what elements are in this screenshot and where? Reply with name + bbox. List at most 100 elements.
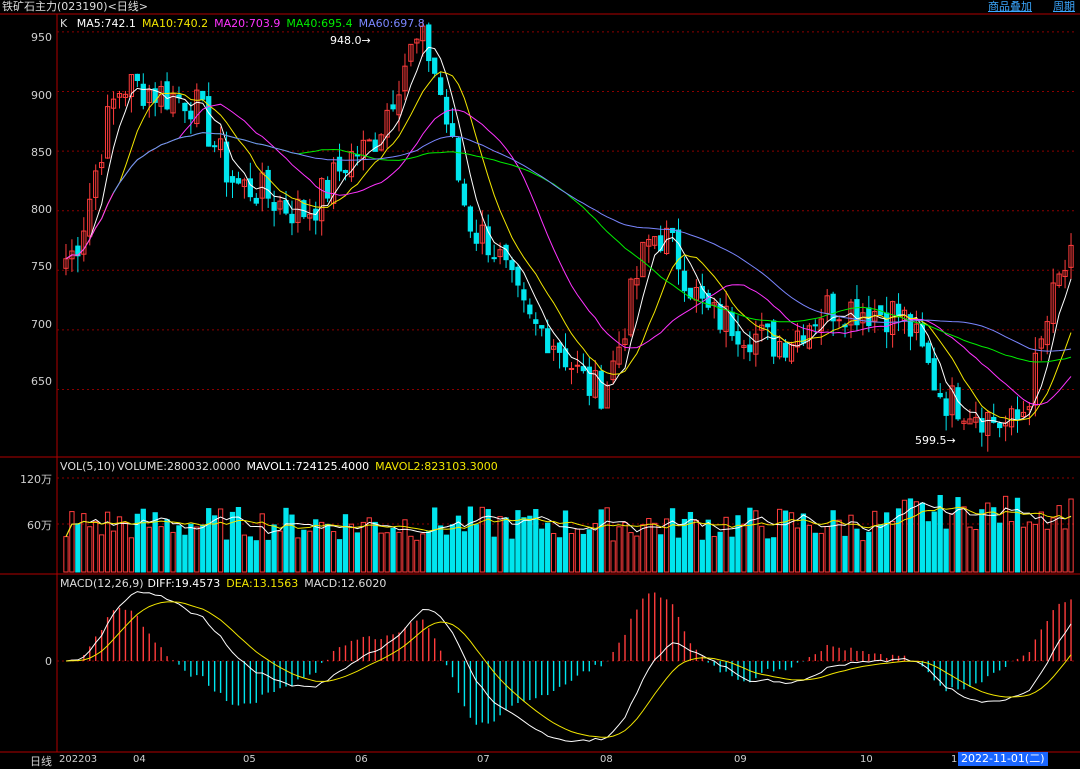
volume-bar bbox=[895, 508, 902, 573]
candle-body bbox=[473, 232, 479, 244]
candle-body bbox=[616, 346, 622, 365]
volume-bar bbox=[997, 522, 1003, 573]
price-tick-900: 900 bbox=[31, 89, 52, 102]
candle-body bbox=[747, 344, 753, 353]
candle-body bbox=[735, 331, 741, 345]
volume-bar bbox=[182, 534, 188, 573]
candle-body bbox=[503, 244, 509, 261]
candle-body bbox=[818, 318, 824, 332]
low-marker: 599.5→ bbox=[915, 434, 956, 447]
high-marker: 948.0→ bbox=[330, 34, 371, 47]
volume-bar bbox=[562, 510, 569, 573]
volume-bar bbox=[545, 522, 551, 573]
candle-body bbox=[937, 392, 943, 398]
volume-bar bbox=[164, 519, 170, 573]
volume-bar bbox=[396, 531, 402, 573]
ma10-label: MA10:740.2 bbox=[141, 17, 209, 30]
volume-bar bbox=[63, 536, 69, 573]
volume-bar bbox=[687, 511, 694, 573]
volume-bar bbox=[217, 508, 224, 573]
volume-bar bbox=[128, 537, 135, 573]
candle-body bbox=[140, 83, 146, 106]
candle-body bbox=[289, 213, 295, 224]
candle-body bbox=[247, 178, 253, 198]
candle-body bbox=[765, 323, 771, 328]
candle-body bbox=[675, 229, 682, 270]
volume-bar bbox=[985, 502, 991, 573]
candle-body bbox=[271, 202, 277, 211]
candle-body bbox=[63, 258, 69, 269]
price-tick-800: 800 bbox=[31, 203, 52, 216]
volume-bar bbox=[652, 522, 658, 573]
x-label-05: 05 bbox=[243, 754, 256, 765]
candle-body bbox=[467, 206, 474, 232]
candle-body bbox=[985, 411, 991, 436]
candle-body bbox=[170, 93, 176, 114]
volume-bar bbox=[473, 524, 479, 573]
candle-body bbox=[396, 94, 402, 116]
volume-bar bbox=[658, 534, 664, 573]
volume-bar bbox=[503, 517, 509, 573]
volume-bar bbox=[247, 536, 253, 573]
volume-bar bbox=[901, 499, 908, 573]
volume-bar bbox=[800, 513, 807, 573]
candle-body bbox=[319, 178, 325, 222]
volume-bar bbox=[907, 498, 914, 573]
volume-bar bbox=[919, 502, 925, 573]
period-link[interactable]: 周期 bbox=[1053, 0, 1075, 13]
candle-body bbox=[705, 292, 711, 308]
volume-bar bbox=[640, 524, 646, 573]
candle-body bbox=[586, 366, 592, 396]
candle-body bbox=[461, 183, 468, 206]
candle-body bbox=[414, 38, 420, 44]
candle-body bbox=[200, 90, 206, 100]
mavol5-line bbox=[65, 502, 1072, 537]
candle-body bbox=[330, 162, 337, 204]
commodity-overlay-link[interactable]: 商品叠加 bbox=[988, 0, 1032, 13]
volume-bar bbox=[818, 532, 824, 573]
volume-bar bbox=[836, 519, 842, 573]
volume-bar bbox=[556, 537, 563, 573]
selected-date-box[interactable]: 2022-11-01(二) bbox=[958, 752, 1048, 766]
candle-body bbox=[949, 385, 955, 416]
candle-body bbox=[979, 418, 985, 433]
volume-bar bbox=[735, 515, 741, 573]
candle-body bbox=[384, 109, 390, 138]
candle-body bbox=[1044, 321, 1050, 346]
volume-bar bbox=[776, 508, 783, 573]
volume-bar bbox=[265, 539, 271, 573]
volume-bar bbox=[93, 521, 99, 573]
volume-bar bbox=[348, 523, 355, 573]
candle-body bbox=[1020, 411, 1027, 418]
candle-body bbox=[628, 278, 634, 336]
volume-bar bbox=[342, 514, 349, 573]
volume-bar bbox=[69, 511, 75, 573]
candle-body bbox=[390, 104, 396, 110]
candle-body bbox=[848, 301, 854, 326]
candle-body bbox=[497, 249, 503, 258]
candle-body bbox=[194, 89, 200, 125]
volume-bar bbox=[693, 519, 700, 573]
volume-bar bbox=[979, 509, 985, 573]
volume-bar bbox=[824, 526, 830, 573]
volume-bar bbox=[1032, 523, 1038, 573]
volume-bar bbox=[408, 535, 414, 573]
candle-body bbox=[301, 200, 307, 218]
candle-body bbox=[348, 151, 355, 178]
volume-bar bbox=[461, 531, 468, 573]
candle-body bbox=[449, 123, 456, 137]
volume-bar bbox=[354, 532, 361, 573]
volume-bar bbox=[878, 524, 884, 573]
candle-body bbox=[991, 416, 997, 423]
volume-bar bbox=[699, 539, 705, 573]
volume-bar bbox=[152, 512, 158, 573]
volume-bar bbox=[604, 507, 610, 573]
volume-bar bbox=[943, 528, 949, 573]
candle-body bbox=[372, 139, 378, 152]
high-value: 948.0 bbox=[330, 34, 362, 47]
candle-body bbox=[646, 238, 652, 247]
candle-body bbox=[527, 304, 533, 315]
candle-body bbox=[788, 343, 795, 362]
candle-body bbox=[913, 323, 920, 333]
